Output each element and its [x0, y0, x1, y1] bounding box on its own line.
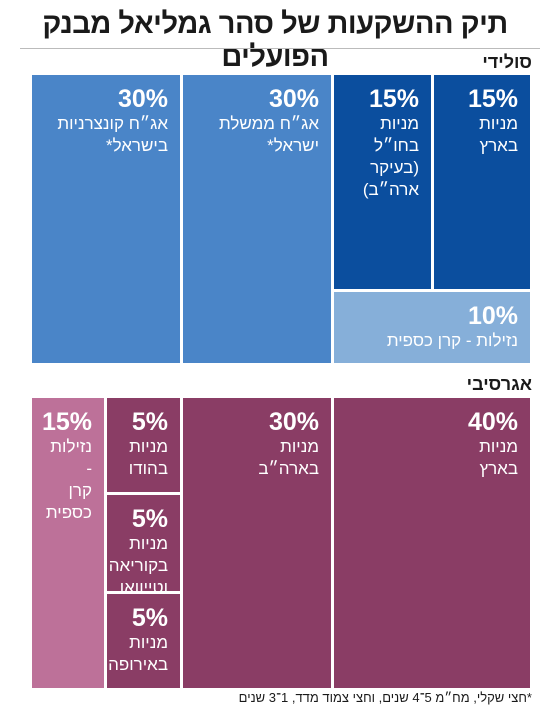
tile-solid-foreign-stocks: 15% מניות בחו״ל (בעיקר ארה״ב) [334, 75, 431, 289]
tile-solid-local-stocks: 15% מניות בארץ [434, 75, 530, 289]
tile-percent: 5% [131, 505, 168, 533]
tile-percent: 5% [131, 604, 168, 632]
tile-percent: 30% [268, 408, 319, 436]
tile-percent: 5% [131, 408, 168, 436]
tile-label: מניות באירופה [108, 633, 168, 674]
tile-aggressive-europe-stocks: 5% מניות באירופה [107, 594, 180, 688]
tile-solid-government-bonds: 30% אג״ח ממשלת ישראל* [183, 75, 331, 363]
tile-label: נזילות - קרן כספית [45, 437, 92, 522]
tile-percent: 15% [368, 85, 419, 113]
tile-percent: 30% [268, 85, 319, 113]
tile-aggressive-local-stocks: 40% מניות בארץ [334, 398, 530, 688]
tile-percent: 10% [467, 302, 518, 330]
tile-percent: 40% [467, 408, 518, 436]
tile-label: מניות בארץ [479, 114, 518, 155]
group-label-aggressive: אגרסיבי [466, 374, 532, 394]
tile-label: מניות בחו״ל (בעיקר ארה״ב) [362, 114, 419, 199]
tile-aggressive-us-stocks: 30% מניות בארה״ב [183, 398, 331, 688]
footnote: *חצי שקלי, מח״מ 5־4 שנים, וחצי צמוד מדד,… [238, 690, 532, 705]
tile-aggressive-india-stocks: 5% מניות בהודו [107, 398, 180, 492]
tile-percent: 15% [41, 408, 92, 436]
tile-label: מניות בארץ [479, 437, 518, 478]
tile-label: מניות בהודו [128, 437, 168, 478]
chart-title: תיק ההשקעות של סהר גמליאל מבנק הפועלים [42, 8, 508, 73]
tile-label: נזילות - קרן כספית [386, 331, 518, 350]
tile-label: אג״ח ממשלת ישראל* [218, 114, 319, 155]
tile-aggressive-korea-taiwan-stocks: 5% מניות בקוריאה וטייוואן [107, 495, 180, 597]
tile-label: אג״ח קונצרניות בישראל* [57, 114, 168, 155]
tile-label: מניות בקוריאה וטייוואן [108, 534, 168, 597]
group-label-solid: סולידי [482, 52, 532, 72]
tile-aggressive-money-market: 15% נזילות - קרן כספית [32, 398, 104, 688]
title-divider [20, 48, 540, 49]
tile-solid-money-market: 10% נזילות - קרן כספית [334, 292, 530, 363]
tile-solid-corporate-bonds: 30% אג״ח קונצרניות בישראל* [32, 75, 180, 363]
tile-label: מניות בארה״ב [258, 437, 319, 478]
tile-percent: 30% [117, 85, 168, 113]
tile-percent: 15% [467, 85, 518, 113]
